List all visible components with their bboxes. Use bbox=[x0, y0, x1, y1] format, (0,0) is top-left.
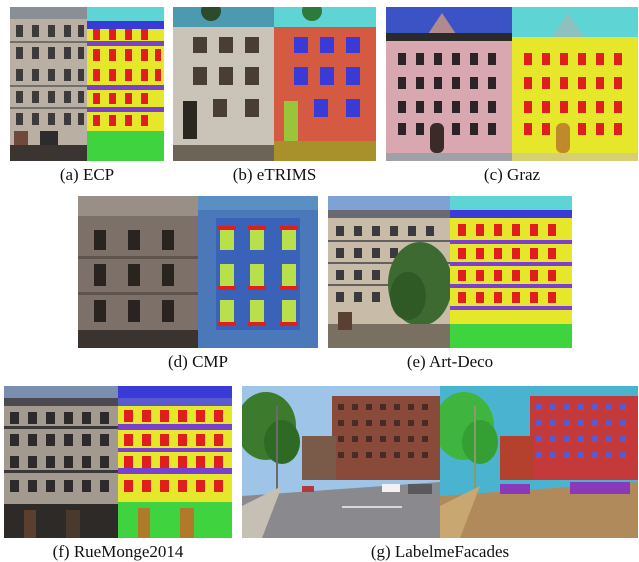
panel-graz bbox=[386, 7, 638, 161]
panel-labelme bbox=[242, 386, 638, 538]
segmentation-cmp bbox=[198, 196, 318, 348]
panel-ecp bbox=[10, 7, 164, 161]
photo-etrims bbox=[173, 7, 275, 161]
image-pair-labelme bbox=[242, 386, 638, 538]
segmentation-ecp bbox=[87, 7, 164, 161]
segmentation-etrims bbox=[274, 7, 376, 161]
panel-ruemonge bbox=[4, 386, 232, 538]
photo-artdeco bbox=[328, 196, 450, 348]
image-pair-cmp bbox=[78, 196, 318, 348]
caption-ecp: (a) ECP bbox=[59, 165, 115, 184]
caption-cmp: (d) CMP bbox=[168, 352, 228, 371]
segmentation-artdeco bbox=[450, 196, 572, 348]
panel-artdeco bbox=[328, 196, 572, 348]
photo-labelme bbox=[242, 386, 440, 538]
caption-etrims: (b) eTRIMS bbox=[232, 165, 317, 184]
caption-artdeco: (e) Art-Deco bbox=[406, 352, 494, 371]
segmentation-ruemonge bbox=[118, 386, 232, 538]
image-pair-ecp bbox=[10, 7, 164, 161]
caption-graz: (c) Graz bbox=[483, 165, 541, 184]
segmentation-labelme bbox=[440, 386, 638, 538]
caption-labelme: (g) LabelmeFacades bbox=[370, 542, 510, 561]
photo-ruemonge bbox=[4, 386, 118, 538]
segmentation-graz bbox=[512, 7, 638, 161]
image-pair-artdeco bbox=[328, 196, 572, 348]
image-pair-etrims bbox=[173, 7, 376, 161]
panel-cmp bbox=[78, 196, 318, 348]
photo-cmp bbox=[78, 196, 198, 348]
image-pair-graz bbox=[386, 7, 638, 161]
image-pair-ruemonge bbox=[4, 386, 232, 538]
photo-ecp bbox=[10, 7, 87, 161]
photo-graz bbox=[386, 7, 512, 161]
caption-ruemonge: (f) RueMonge2014 bbox=[52, 542, 184, 561]
panel-etrims bbox=[173, 7, 376, 161]
